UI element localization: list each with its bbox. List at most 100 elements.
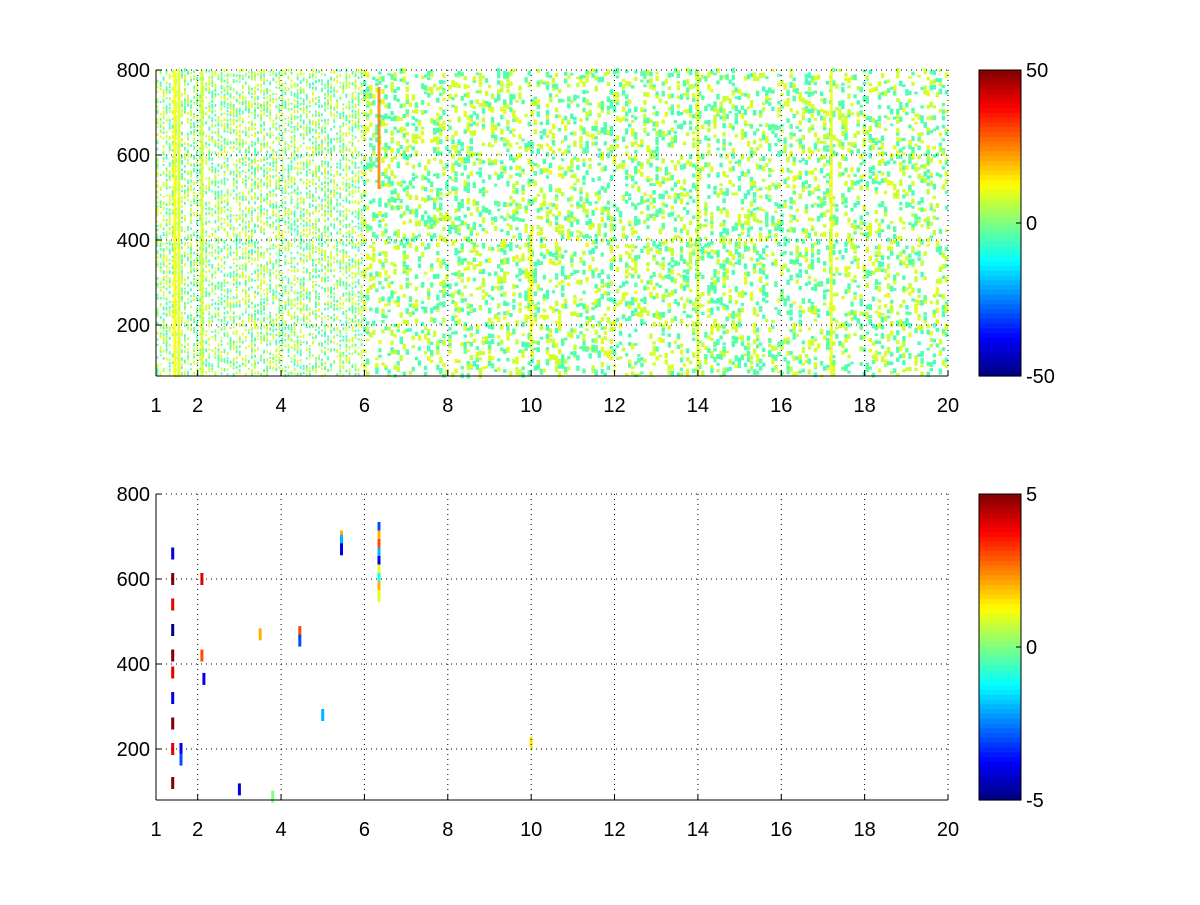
heatmap-cell xyxy=(369,307,373,312)
heatmap-cell xyxy=(171,135,174,139)
heatmap-cell xyxy=(299,286,302,290)
heatmap-cell xyxy=(333,292,336,296)
heatmap-cell xyxy=(214,328,217,332)
heatmap-cell xyxy=(226,178,229,181)
heatmap-cell xyxy=(162,181,165,186)
heatmap-cell xyxy=(235,257,238,261)
heatmap-cell xyxy=(451,178,455,182)
heatmap-cell xyxy=(357,99,360,102)
heatmap-cell xyxy=(266,288,269,292)
heatmap-cell xyxy=(193,101,195,105)
heatmap-cell xyxy=(327,84,329,87)
heatmap-cell xyxy=(238,80,241,83)
heatmap-cell xyxy=(324,316,326,319)
heatmap-cell xyxy=(159,262,162,266)
heatmap-cell xyxy=(360,98,363,101)
heatmap-cell xyxy=(312,244,314,247)
heatmap-cell xyxy=(165,329,168,333)
heatmap-cell xyxy=(308,362,311,366)
heatmap-cell xyxy=(302,167,305,170)
heatmap-cell xyxy=(457,84,461,88)
heatmap-cell xyxy=(244,108,247,112)
heatmap-cell xyxy=(205,203,208,207)
heatmap-cell xyxy=(293,212,296,216)
heatmap-cell xyxy=(254,106,256,109)
heatmap-cell xyxy=(366,358,370,365)
heatmap-cell xyxy=(226,191,229,194)
heatmap-cell xyxy=(193,187,195,191)
heatmap-cell xyxy=(226,233,229,238)
heatmap-cell xyxy=(284,140,287,143)
heatmap-cell xyxy=(199,253,202,258)
heatmap-cell xyxy=(171,326,174,330)
heatmap-cell xyxy=(302,286,305,291)
heatmap-cell xyxy=(217,286,220,290)
heatmap-cell xyxy=(156,224,159,227)
heatmap-cell xyxy=(360,320,363,324)
heatmap-cell xyxy=(214,204,217,208)
heatmap-cell xyxy=(318,296,320,298)
heatmap-cell xyxy=(348,297,351,302)
heatmap-cell xyxy=(336,187,339,190)
heatmap-cell xyxy=(439,260,443,264)
heatmap-cell xyxy=(466,145,470,150)
heatmap-cell xyxy=(348,325,351,329)
heatmap-cell xyxy=(381,362,385,366)
heatmap-cell xyxy=(223,112,226,115)
heatmap-cell xyxy=(244,266,247,270)
heatmap-cell xyxy=(193,145,195,148)
heatmap-cell xyxy=(312,141,314,145)
heatmap-cell xyxy=(211,180,214,184)
heatmap-cell xyxy=(269,117,272,121)
heatmap-cell xyxy=(414,274,419,279)
heatmap-cell xyxy=(156,293,159,296)
heatmap-cell xyxy=(168,73,171,77)
heatmap-cell xyxy=(263,232,265,235)
heatmap-cell xyxy=(159,256,162,259)
heatmap-cell xyxy=(287,208,290,212)
heatmap-cell xyxy=(235,340,238,343)
heatmap-cell xyxy=(436,340,440,347)
heatmap-cell xyxy=(299,359,302,362)
heatmap-cell xyxy=(436,87,440,92)
heatmap-cell xyxy=(278,187,281,190)
heatmap-cell xyxy=(399,199,403,204)
heatmap-cell xyxy=(257,114,259,117)
heatmap-cell xyxy=(402,180,406,184)
heatmap-cell xyxy=(181,366,183,369)
heatmap-cell xyxy=(254,361,256,366)
heatmap-cell xyxy=(223,325,226,330)
heatmap-cell xyxy=(208,353,211,356)
heatmap-cell xyxy=(318,274,320,277)
heatmap-cell xyxy=(351,290,354,293)
heatmap-cell xyxy=(263,128,265,131)
heatmap-cell xyxy=(162,285,165,289)
heatmap-cell xyxy=(478,357,483,361)
heatmap-cell xyxy=(420,130,425,136)
heatmap-cell xyxy=(257,73,259,76)
heatmap-cell xyxy=(190,163,192,166)
heatmap-cell xyxy=(399,240,403,246)
heatmap-cell xyxy=(223,361,226,364)
heatmap-cell xyxy=(193,137,195,141)
heatmap-cell xyxy=(363,327,367,333)
heatmap-cell xyxy=(472,161,476,166)
heatmap-cell xyxy=(290,357,293,360)
heatmap-cell xyxy=(414,74,419,78)
heatmap-cell xyxy=(171,197,174,201)
heatmap-cell xyxy=(293,205,296,208)
heatmap-cell xyxy=(290,265,293,268)
heatmap-cell xyxy=(330,329,332,334)
heatmap-cell xyxy=(402,133,406,138)
heatmap-cell xyxy=(238,113,241,116)
heatmap-cell xyxy=(193,115,195,120)
heatmap-cell xyxy=(290,91,293,94)
heatmap-cell xyxy=(284,255,287,258)
heatmap-cell xyxy=(205,358,208,363)
heatmap-cell xyxy=(196,311,198,314)
heatmap-cell xyxy=(266,217,269,220)
heatmap-cell xyxy=(238,256,241,260)
heatmap-cell xyxy=(439,262,443,269)
heatmap-cell xyxy=(281,285,284,289)
heatmap-cell xyxy=(345,340,348,344)
